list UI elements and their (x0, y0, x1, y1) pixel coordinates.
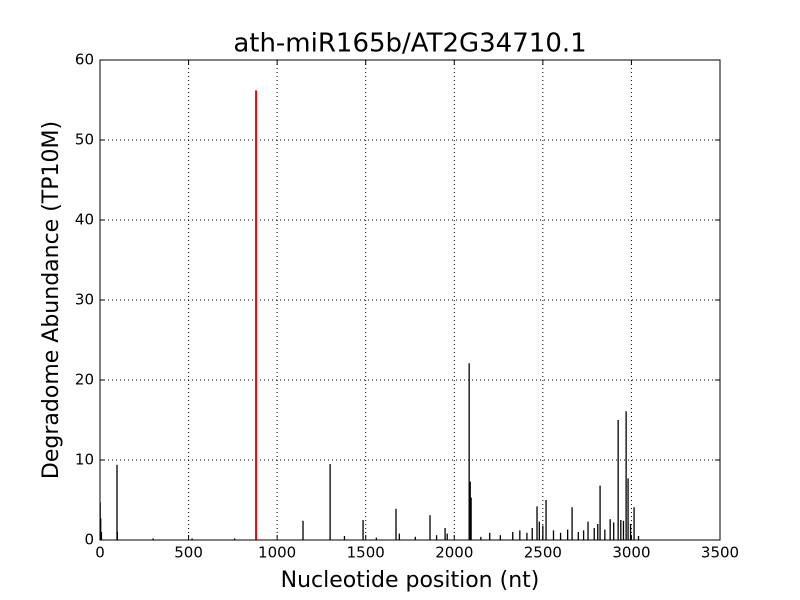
plot-frame (99, 59, 721, 541)
chart-title: ath-miR165b/AT2G34710.1 (233, 29, 586, 59)
y-axis-label: Degradome Abundance (TP10M) (39, 121, 64, 479)
y-tick-label: 50 (75, 131, 94, 149)
x-tick-label: 3500 (701, 544, 739, 562)
y-tick-label: 30 (75, 291, 94, 309)
y-tick-label: 0 (84, 531, 94, 549)
x-tick-label: 1000 (258, 544, 296, 562)
x-tick-label: 2500 (524, 544, 562, 562)
x-tick-label: 500 (174, 544, 203, 562)
x-tick-label: 0 (95, 544, 105, 562)
y-tick-label: 40 (75, 211, 94, 229)
x-tick-label: 2000 (435, 544, 473, 562)
x-axis-label: Nucleotide position (nt) (281, 568, 540, 593)
x-tick-label: 1500 (347, 544, 385, 562)
x-tick-label: 3000 (612, 544, 650, 562)
y-tick-label: 10 (75, 451, 94, 469)
y-tick-label: 60 (75, 51, 94, 69)
y-tick-label: 20 (75, 371, 94, 389)
